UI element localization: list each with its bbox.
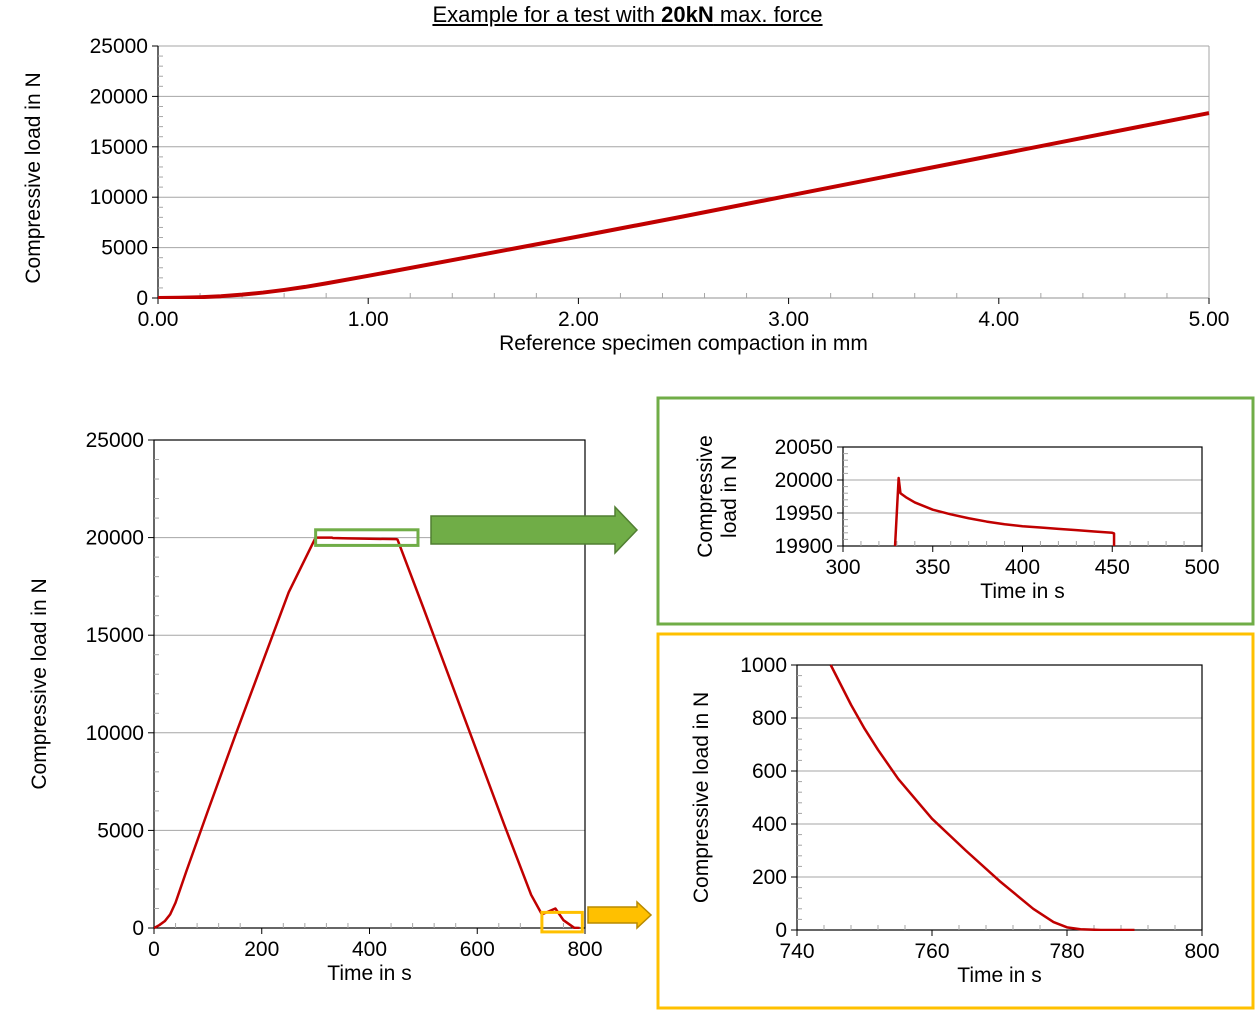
y-tick-label-top: 5000 — [101, 237, 148, 260]
title-suffix: max. force — [713, 2, 823, 27]
y-tick-label-top: 10000 — [90, 186, 148, 209]
highlight-box-orange — [540, 910, 584, 934]
y-tick-label-main: 15000 — [86, 624, 144, 647]
orange-arrow — [587, 900, 653, 930]
y-tick-label-top: 15000 — [90, 136, 148, 159]
plot-frame-main — [153, 439, 586, 929]
title-bold: 20kN — [661, 2, 714, 27]
y-axis-label-top: Compressive load in N — [22, 72, 45, 283]
y-tick-label-top: 20000 — [90, 85, 148, 108]
y-tick-label-zoom_bottom: 1000 — [740, 654, 787, 677]
y-tick-label-main: 10000 — [86, 722, 144, 745]
x-tick-label-zoom_bottom: 800 — [1184, 940, 1219, 963]
y-axis-label-line2: load in N — [718, 455, 741, 538]
x-tick-label-main: 800 — [567, 938, 602, 961]
x-axis-label-zoom_top: Time in s — [980, 580, 1064, 603]
zoom-top-frame — [656, 396, 1255, 626]
green-arrow — [430, 505, 639, 555]
y-axis-label-main: Compressive load in N — [28, 578, 51, 789]
y-tick-label-zoom_bottom: 600 — [752, 760, 787, 783]
series-line-zoom_top — [893, 476, 1116, 547]
y-tick-label-main: 20000 — [86, 527, 144, 550]
zoom-bottom-frame — [656, 632, 1255, 1010]
y-tick-label-zoom_top: 20050 — [775, 436, 833, 459]
x-tick-label-zoom_top: 350 — [915, 556, 950, 579]
x-tick-label-top: 4.00 — [978, 308, 1019, 331]
series-line-zoom_bottom — [829, 664, 1135, 931]
x-axis-label-top: Reference specimen compaction in mm — [499, 332, 868, 355]
x-tick-label-zoom_bottom: 760 — [914, 940, 949, 963]
x-axis-label-main: Time in s — [327, 962, 411, 985]
y-tick-label-main: 0 — [132, 917, 144, 940]
highlight-box-green — [314, 528, 420, 547]
title-prefix: Example for a test with — [432, 2, 662, 27]
x-tick-label-top: 3.00 — [768, 308, 809, 331]
y-tick-label-zoom_top: 20000 — [775, 469, 833, 492]
x-tick-label-top: 2.00 — [558, 308, 599, 331]
decorations-layer — [430, 505, 653, 930]
x-tick-label-zoom_bottom: 780 — [1049, 940, 1084, 963]
x-tick-label-zoom_top: 500 — [1184, 556, 1219, 579]
y-tick-label-zoom_bottom: 800 — [752, 707, 787, 730]
series-line-main — [154, 536, 580, 929]
y-tick-label-zoom_bottom: 0 — [775, 919, 787, 942]
chart-main: 0 5000 10000 15000 20000 25000 0 200 400 600 800 Ti… — [28, 429, 603, 985]
x-tick-label-main: 200 — [244, 938, 279, 961]
y-tick-label-zoom_top: 19900 — [775, 535, 833, 558]
x-tick-label-top: 1.00 — [348, 308, 389, 331]
inset-frames — [656, 396, 1255, 1010]
x-tick-label-main: 400 — [352, 938, 387, 961]
x-tick-label-zoom_bottom: 740 — [779, 940, 814, 963]
y-tick-label-main: 25000 — [86, 429, 144, 452]
y-tick-label-zoom_top: 19950 — [775, 502, 833, 525]
y-axis-label-zoom_bottom: Compressive load in N — [690, 692, 713, 903]
x-tick-label-zoom_top: 300 — [825, 556, 860, 579]
y-tick-label-main: 5000 — [97, 819, 144, 842]
y-tick-label-top: 0 — [136, 287, 148, 310]
x-tick-label-zoom_top: 400 — [1005, 556, 1040, 579]
series-line-top — [158, 111, 1210, 299]
y-axis-label-zoom_top: Compressiveload in N — [694, 435, 741, 558]
figure-title: Example for a test with 20kN max. force — [0, 2, 1255, 28]
y-tick-label-zoom_bottom: 200 — [752, 866, 787, 889]
chart-zoom_top: 19900 19950 20000 20050 300 350 400 450 500 Time … — [694, 435, 1220, 603]
y-axis-label-line1: Compressive — [694, 435, 717, 558]
y-tick-label-top: 25000 — [90, 35, 148, 58]
plot-frame-zoom_bottom — [796, 664, 1203, 931]
chart-top: 0 5000 10000 15000 20000 25000 0.00 1.00 2.00 3.0… — [22, 35, 1229, 355]
x-tick-label-main: 600 — [460, 938, 495, 961]
x-axis-label-zoom_bottom: Time in s — [957, 964, 1041, 987]
y-tick-label-zoom_bottom: 400 — [752, 813, 787, 836]
x-tick-label-top: 5.00 — [1189, 308, 1230, 331]
x-tick-label-main: 0 — [148, 938, 160, 961]
x-tick-label-top: 0.00 — [138, 308, 179, 331]
x-tick-label-zoom_top: 450 — [1095, 556, 1130, 579]
chart-zoom_bottom: 0 200 400 600 800 1000 740 760 780 800 Time in s Co… — [690, 654, 1220, 987]
